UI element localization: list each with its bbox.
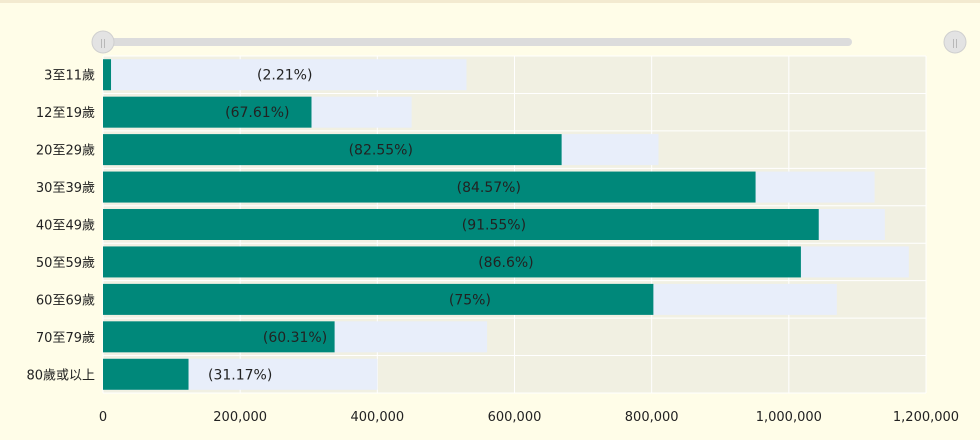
total-bar[interactable] <box>103 59 467 91</box>
y-tick-label: 60至69歲 <box>36 293 95 308</box>
filled-bar[interactable] <box>103 358 189 390</box>
y-axis: 3至11歲 12至19歲 20至29歲 30至39歲 40至49歲 50至59歲 60至69… <box>26 69 95 384</box>
y-tick-label: 3至11歲 <box>44 69 95 84</box>
x-tick-label: 1,200,000 <box>893 410 959 425</box>
data-label: (86.6%) <box>478 255 533 271</box>
data-label: (91.55%) <box>462 218 526 234</box>
x-tick-label: 0 <box>99 410 107 425</box>
slider-track[interactable] <box>103 38 852 46</box>
filled-bar[interactable] <box>103 283 654 315</box>
y-tick-label: 50至59歲 <box>36 256 95 271</box>
data-label: (31.17%) <box>208 367 272 383</box>
filled-bar[interactable] <box>103 96 312 128</box>
x-axis: 0 200,000 400,000 600,000 800,000 1,000,000 1,… <box>99 410 959 425</box>
y-tick-label: 80歲或以上 <box>26 368 95 383</box>
x-tick-label: 200,000 <box>213 410 267 425</box>
data-label: (75%) <box>449 292 491 308</box>
y-tick-label: 40至49歲 <box>36 219 95 234</box>
filled-bar[interactable] <box>103 209 819 240</box>
x-tick-label: 600,000 <box>488 410 542 425</box>
slider-handle-right[interactable]: || <box>943 30 967 54</box>
filled-bar[interactable] <box>103 246 801 278</box>
x-tick-label: 800,000 <box>625 410 679 425</box>
data-label: (82.55%) <box>349 143 413 159</box>
data-label: (60.31%) <box>263 330 327 346</box>
filled-bar[interactable] <box>103 321 335 353</box>
svg-text:||: || <box>952 39 958 49</box>
data-labels: (2.21%) (67.61%) (82.55%) (84.57%) (91.55%) (… <box>208 68 534 384</box>
filled-bar[interactable] <box>103 171 756 203</box>
svg-text:||: || <box>100 39 106 49</box>
top-border <box>0 0 980 3</box>
filled-bar[interactable] <box>103 59 112 91</box>
data-label: (84.57%) <box>457 180 521 196</box>
y-tick-label: 12至19歲 <box>36 106 95 121</box>
data-label: (2.21%) <box>257 68 312 84</box>
y-tick-label: 30至39歲 <box>36 181 95 196</box>
range-slider[interactable]: || || <box>91 30 967 54</box>
filled-bar[interactable] <box>103 134 562 166</box>
slider-handle-left[interactable]: || <box>91 30 115 54</box>
y-tick-label: 20至29歲 <box>36 144 95 159</box>
filled-bars <box>103 59 819 390</box>
data-label: (67.61%) <box>225 105 289 121</box>
x-tick-label: 1,000,000 <box>756 410 822 425</box>
x-tick-label: 400,000 <box>350 410 404 425</box>
y-tick-label: 70至79歲 <box>36 331 95 346</box>
